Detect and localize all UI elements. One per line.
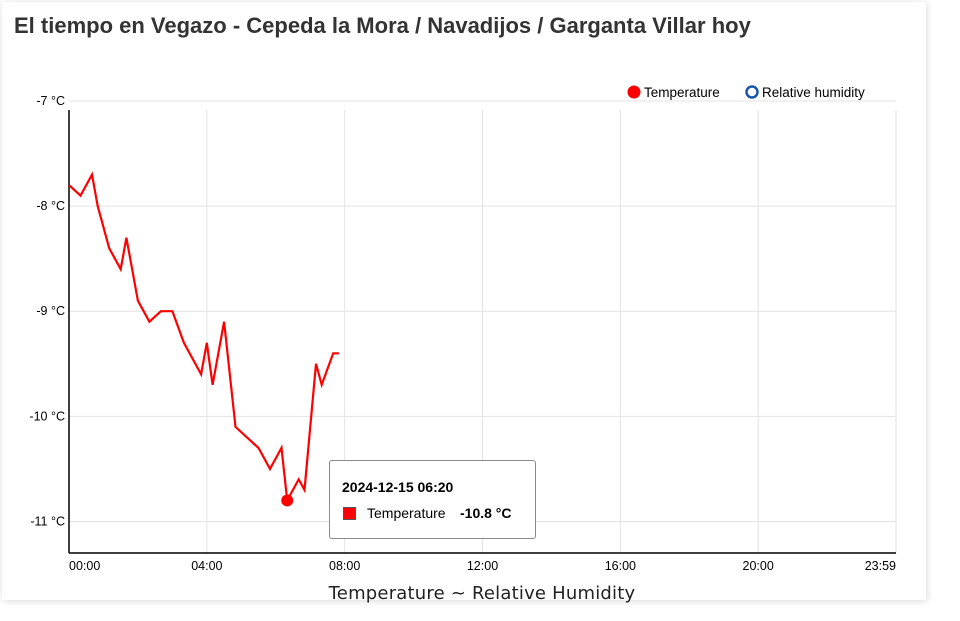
x-tick-label: 00:00 bbox=[69, 559, 100, 573]
y-tick-label: -9 °C bbox=[36, 304, 65, 318]
legend-label: Relative humidity bbox=[762, 85, 865, 100]
temperature-line bbox=[68, 171, 339, 504]
chart-axes bbox=[68, 110, 896, 554]
tooltip-series-label: Temperature bbox=[367, 505, 446, 521]
chart-tooltip: 2024-12-15 06:20 Temperature -10.8 °C bbox=[329, 460, 536, 539]
page-title: El tiempo en Vegazo - Cepeda la Mora / N… bbox=[14, 13, 751, 38]
chart-caption: Temperature ~ Relative Humidity bbox=[328, 583, 636, 604]
y-axis-ticks: -7 °C -8 °C -9 °C -10 °C -11 °C bbox=[29, 94, 65, 528]
tooltip-date: 2024-12-15 06:20 bbox=[342, 479, 454, 495]
legend-marker-icon bbox=[627, 85, 641, 99]
highlighted-data-point[interactable] bbox=[281, 494, 294, 507]
x-axis-ticks: 00:00 04:00 08:00 12:00 16:00 20:00 23:59 bbox=[69, 559, 896, 573]
legend-item-temperature[interactable]: Temperature bbox=[627, 85, 720, 100]
x-tick-label: 08:00 bbox=[329, 559, 360, 573]
legend-label: Temperature bbox=[644, 85, 720, 100]
x-tick-label: 12:00 bbox=[467, 559, 498, 573]
tooltip-series-swatch bbox=[343, 507, 356, 520]
chart-series bbox=[68, 171, 339, 507]
tooltip-value: -10.8 °C bbox=[460, 505, 512, 521]
x-tick-label: 04:00 bbox=[191, 559, 222, 573]
chart-legend[interactable]: Temperature Relative humidity bbox=[627, 85, 866, 100]
legend-marker-icon bbox=[745, 85, 759, 99]
x-tick-label: 20:00 bbox=[743, 559, 774, 573]
y-tick-label: -8 °C bbox=[36, 199, 65, 213]
x-tick-label: 16:00 bbox=[605, 559, 636, 573]
x-tick-label: 23:59 bbox=[865, 559, 896, 573]
y-tick-label: -10 °C bbox=[29, 409, 65, 423]
legend-item-relative-humidity[interactable]: Relative humidity bbox=[745, 85, 866, 100]
y-tick-label: -11 °C bbox=[30, 514, 65, 528]
y-tick-label: -7 °C bbox=[36, 94, 65, 108]
